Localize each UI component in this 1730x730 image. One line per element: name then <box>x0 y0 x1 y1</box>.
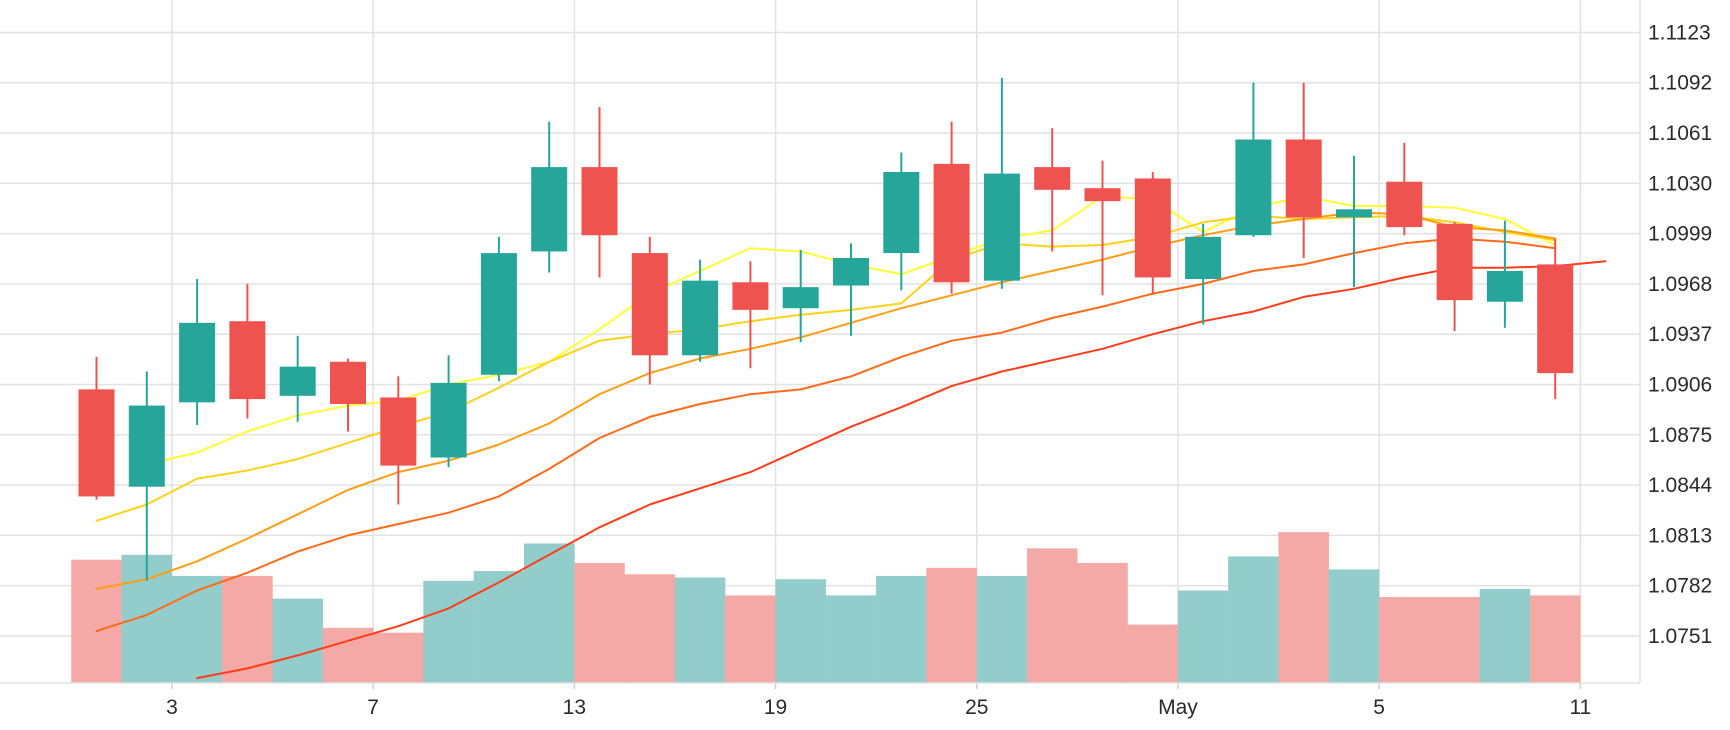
volume-bar <box>976 575 1028 683</box>
volume-bar <box>373 632 424 683</box>
x-tick-label: 25 <box>965 696 988 719</box>
candle-body-up <box>179 322 216 403</box>
candle-body-down <box>1436 223 1473 301</box>
y-tick-label: 1.0906 <box>1648 373 1712 396</box>
y-tick-label: 1.0875 <box>1648 424 1712 447</box>
x-tick-label: 7 <box>367 696 379 719</box>
candle-body-up <box>279 366 316 396</box>
volume-bar <box>1177 590 1229 683</box>
candle-body-up <box>480 253 517 375</box>
volume-bar <box>272 598 323 683</box>
x-tick-label: 19 <box>764 696 787 719</box>
candle-body-up <box>883 171 920 254</box>
volume-bar <box>222 575 273 683</box>
y-tick-label: 1.1092 <box>1648 72 1712 95</box>
volume-bar <box>1026 548 1078 683</box>
volume-bar <box>674 577 726 683</box>
candle-body-up <box>1235 139 1272 236</box>
candle-body-down <box>1285 139 1322 218</box>
candle-body-up <box>128 405 165 487</box>
candle-body-down <box>631 253 668 356</box>
moving-average-line <box>95 237 1557 633</box>
volume-bar <box>775 579 826 683</box>
y-tick-label: 1.0968 <box>1648 273 1712 296</box>
volume-bar <box>1429 597 1480 683</box>
candle-body-down <box>1084 188 1121 202</box>
y-tick-label: 1.0813 <box>1648 524 1712 547</box>
y-axis-labels: 1.1123 1.1092 1.1061 1.1030 1.0999 1.0968 1.09… <box>1648 21 1713 648</box>
candle-body-up <box>531 167 568 252</box>
candle-body-down <box>732 282 769 310</box>
x-tick-label: May <box>1158 696 1198 719</box>
candle-body-up <box>682 280 719 356</box>
volume-bar <box>574 562 625 683</box>
x-tick-label: 13 <box>563 696 586 719</box>
volume-bar <box>624 574 676 683</box>
volume-bar <box>423 580 474 683</box>
volume-bar <box>1328 569 1380 683</box>
candle-body-up <box>430 382 467 458</box>
y-tick-label: 1.1123 <box>1648 21 1711 44</box>
candle-body-down <box>229 321 266 400</box>
volume-bar <box>1278 532 1329 683</box>
volume-bar <box>1228 556 1279 683</box>
candle-body-down <box>330 361 366 404</box>
x-tick-label: 3 <box>166 696 178 719</box>
y-tick-label: 1.0751 <box>1648 625 1712 648</box>
y-tick-label: 1.0999 <box>1648 223 1712 246</box>
candle-body-down <box>1034 167 1071 190</box>
volume-bar <box>1479 588 1531 683</box>
volume-bar <box>1379 597 1430 683</box>
candle-body-up <box>782 287 819 309</box>
volume-bar <box>523 543 575 683</box>
volume-bar <box>1077 562 1128 683</box>
y-tick-label: 1.1030 <box>1648 172 1712 195</box>
y-tick-label: 1.1061 <box>1648 122 1712 145</box>
candles <box>78 77 1574 581</box>
volume-bars <box>71 532 1581 683</box>
candle-body-down <box>380 397 417 466</box>
volume-bar <box>473 571 525 683</box>
moving-average-line <box>95 211 1557 590</box>
y-tick-label: 1.0937 <box>1648 323 1712 346</box>
x-tick-label: 5 <box>1373 696 1385 719</box>
y-tick-label: 1.0844 <box>1648 474 1713 497</box>
candle-body-down <box>1386 181 1423 228</box>
volume-bar <box>725 595 776 683</box>
x-axis-labels: 3 7 13 19 25 May 5 11 <box>166 696 1591 719</box>
volume-bar <box>1127 624 1179 683</box>
candle-body-up <box>1336 209 1372 218</box>
y-tick-label: 1.0782 <box>1648 575 1712 598</box>
volume-bar <box>171 575 223 683</box>
candle-body-up <box>1185 236 1222 280</box>
volume-bar <box>926 567 977 683</box>
candle-body-down <box>581 167 618 236</box>
candle-body-up <box>983 173 1020 281</box>
candle-body-down <box>78 389 115 497</box>
candle-body-down <box>1537 264 1574 374</box>
x-tick-label: 11 <box>1569 696 1591 719</box>
moving-average-line <box>196 260 1607 680</box>
volume-bar <box>322 627 374 683</box>
volume-bar <box>71 559 122 683</box>
candle-body-down <box>1134 178 1171 278</box>
candle-body-up <box>833 257 869 286</box>
candle-body-down <box>933 163 970 283</box>
volume-bar <box>1529 595 1581 683</box>
volume-bar <box>825 595 877 683</box>
candle-body-up <box>1486 270 1523 302</box>
volume-bar <box>876 575 927 683</box>
